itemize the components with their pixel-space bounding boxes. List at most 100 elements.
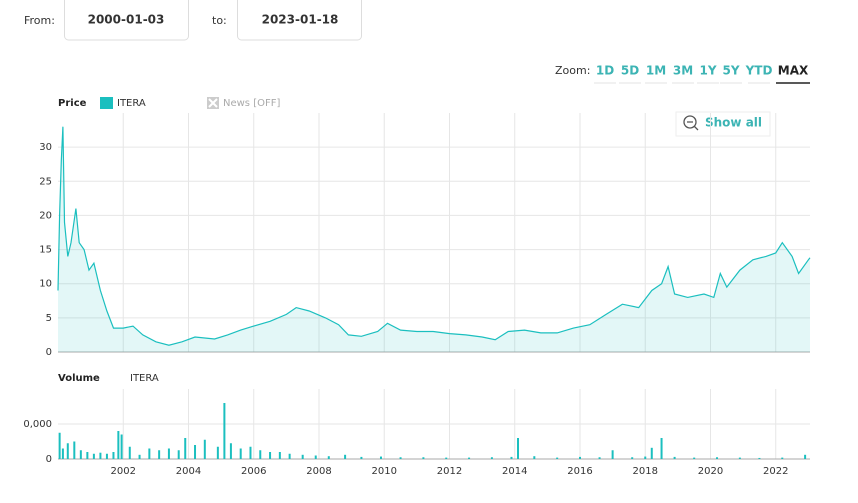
volume-bar: [360, 456, 363, 459]
volume-bar: [673, 456, 676, 459]
volume-bar: [138, 454, 141, 459]
volume-bar: [194, 445, 197, 459]
volume-bar: [229, 443, 232, 459]
panel-title: Price: [58, 98, 87, 109]
volume-bar: [278, 452, 281, 459]
volume-bar: [578, 456, 581, 459]
from-date[interactable]: 2000-01-03: [88, 13, 165, 27]
volume-bar: [216, 446, 219, 459]
volume-bar: [158, 450, 161, 459]
volume-bar: [184, 438, 187, 459]
y-tick-label: 30: [39, 142, 52, 153]
volume-bar: [148, 448, 151, 459]
volume-bar: [327, 456, 330, 459]
x-tick-label: 2002: [111, 466, 136, 477]
x-tick-label: 2006: [241, 466, 266, 477]
y-tick-label: 0: [46, 347, 52, 358]
volume-bar: [510, 456, 513, 459]
volume-bar: [239, 448, 242, 459]
volume-bar: [379, 456, 382, 459]
volume-bar: [128, 446, 131, 459]
zoom-button[interactable]: YTD: [745, 64, 773, 78]
price-line: [57, 126, 811, 346]
volume-bar: [58, 432, 61, 459]
x-tick-label: 2016: [567, 466, 592, 477]
legend-label[interactable]: ITERA: [117, 98, 146, 109]
legend-swatch[interactable]: [100, 97, 113, 109]
x-tick-label: 2022: [763, 466, 788, 477]
zoom-button[interactable]: 3M: [673, 64, 693, 78]
volume-bar: [644, 456, 647, 459]
x-tick-label: 2004: [176, 466, 201, 477]
y-tick-label: 0,000: [23, 419, 52, 430]
volume-bar: [693, 457, 696, 459]
volume-bar: [223, 403, 226, 459]
volume-bar: [112, 452, 115, 459]
volume-bar: [758, 457, 761, 459]
zoom-out-icon-lines: [687, 121, 699, 131]
from-label: From:: [24, 14, 55, 27]
zoom-button[interactable]: 5D: [621, 64, 639, 78]
volume-bar: [61, 448, 64, 459]
x-tick-label: 2014: [502, 466, 527, 477]
volume-bar: [344, 454, 347, 459]
volume-bar: [167, 448, 170, 459]
zoom-label: Zoom:: [555, 64, 590, 77]
volume-bar: [203, 439, 206, 459]
zoom-button[interactable]: MAX: [778, 64, 809, 78]
zoom-button[interactable]: 1Y: [699, 64, 716, 78]
to-input[interactable]: [237, 0, 362, 41]
volume-bar: [517, 438, 520, 459]
volume-bar: [269, 452, 272, 459]
volume-bar: [468, 457, 471, 459]
volume-bar: [288, 453, 291, 459]
volume-bar: [556, 457, 559, 459]
volume-bar: [259, 450, 262, 459]
zoom-button[interactable]: 5Y: [722, 64, 739, 78]
volume-bar: [490, 457, 493, 459]
zoom-out-icon: [683, 115, 697, 129]
from-input[interactable]: [64, 0, 189, 41]
volume-bar: [177, 450, 180, 459]
volume-bar: [120, 434, 123, 459]
volume-bar: [716, 457, 719, 459]
to-date[interactable]: 2023-01-18: [262, 13, 339, 27]
volume-bar: [660, 438, 663, 459]
to-label: to:: [212, 14, 227, 27]
x-tick-label: 2018: [633, 466, 658, 477]
price-area: [58, 126, 810, 352]
zoom-button[interactable]: 1D: [596, 64, 614, 78]
y-tick-label: 5: [46, 313, 52, 324]
volume-bar: [301, 454, 304, 459]
volume-bar: [86, 452, 89, 459]
volume-bar: [781, 457, 784, 459]
volume-bar: [445, 457, 448, 459]
legend-label[interactable]: ITERA: [130, 373, 159, 384]
volume-bar: [314, 455, 317, 459]
x-tick-label: 2010: [372, 466, 397, 477]
x-tick-label: 2012: [437, 466, 462, 477]
y-tick-label: 0: [46, 454, 52, 465]
y-tick-label: 15: [39, 245, 52, 256]
volume-bar: [533, 456, 536, 459]
volume-bar: [738, 457, 741, 459]
volume-bar: [611, 450, 614, 459]
news-toggle[interactable]: News [OFF]: [223, 98, 280, 109]
y-tick-label: 10: [39, 279, 52, 290]
volume-bar: [422, 457, 425, 459]
volume-bar: [399, 457, 402, 459]
volume-bar: [631, 457, 634, 459]
volume-bar: [804, 454, 807, 459]
news-icon-x: [208, 98, 218, 108]
show-all-text[interactable]: Show all: [705, 116, 762, 130]
zoom-button[interactable]: 1M: [646, 64, 666, 78]
volume-bar: [73, 441, 76, 459]
volume-bar: [92, 453, 95, 459]
y-tick-label: 25: [39, 176, 52, 187]
x-tick-label: 2008: [306, 466, 331, 477]
x-tick-label: 2020: [698, 466, 723, 477]
volume-bar: [79, 450, 82, 459]
volume-bar: [66, 443, 69, 459]
panel-title: Volume: [58, 373, 100, 384]
